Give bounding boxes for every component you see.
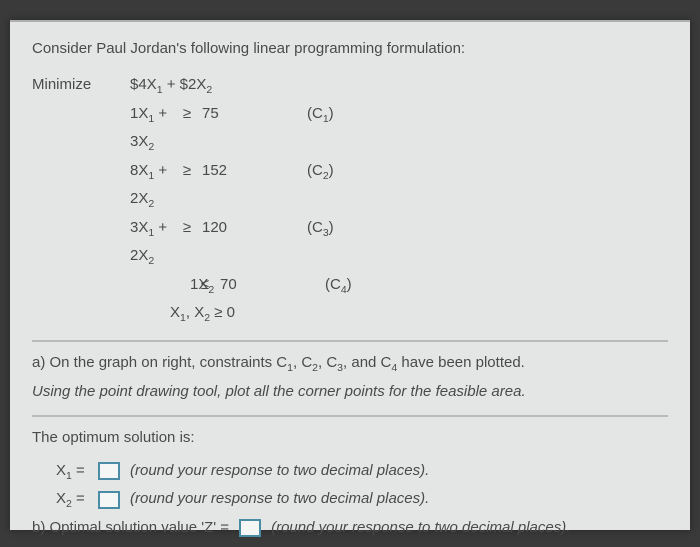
optimum-heading: The optimum solution is:: [32, 427, 668, 449]
c1-op: ≥: [172, 100, 202, 129]
question-panel: Consider Paul Jordan's following linear …: [10, 20, 690, 530]
constraint-row-2: 8X1 + 2X2 ≥ 152 (C2): [32, 157, 668, 214]
nonneg-text: X1, X2 ≥ 0: [170, 299, 235, 328]
c2-lhs: 8X1 + 2X2: [32, 157, 172, 214]
z-input[interactable]: [239, 519, 261, 537]
c4-rhs: 70: [220, 271, 270, 300]
x1-row: X1 = (round your response to two decimal…: [32, 457, 668, 486]
intro-text: Consider Paul Jordan's following linear …: [32, 40, 668, 57]
c1-label: (C1): [252, 100, 342, 129]
lp-formulation: Minimize $4X1 + $2X2 1X1 + 3X2 ≥ 75 (C1)…: [32, 71, 668, 328]
c4-lhs: 1X2: [32, 271, 190, 300]
objective-row: Minimize $4X1 + $2X2: [32, 71, 668, 100]
c1-lhs: 1X1 + 3X2: [32, 100, 172, 157]
instruction-text: Using the point drawing tool, plot all t…: [32, 381, 668, 403]
c3-label: (C3): [252, 214, 342, 243]
part-a-text: a) On the graph on right, constraints C1…: [32, 352, 668, 374]
z-label: b) Optimal solution value 'Z' =: [32, 514, 235, 543]
x2-hint: (round your response to two decimal plac…: [124, 485, 429, 514]
c2-op: ≥: [172, 157, 202, 186]
z-hint: (round your response to two decimal plac…: [265, 514, 570, 543]
x1-input[interactable]: [98, 462, 120, 480]
c4-label: (C4): [270, 271, 360, 300]
nonneg-row: X1, X2 ≥ 0: [32, 299, 668, 328]
c2-rhs: 152: [202, 157, 252, 186]
c3-lhs: 3X1 + 2X2: [32, 214, 172, 271]
answers-block: X1 = (round your response to two decimal…: [32, 457, 668, 543]
divider-1: [32, 340, 668, 342]
constraint-row-4: 1X2 ≤ 70 (C4): [32, 271, 668, 300]
x1-hint: (round your response to two decimal plac…: [124, 457, 429, 486]
constraint-row-3: 3X1 + 2X2 ≥ 120 (C3): [32, 214, 668, 271]
c3-op: ≥: [172, 214, 202, 243]
c4-op: ≤: [190, 271, 220, 300]
part-b-row: b) Optimal solution value 'Z' = (round y…: [32, 514, 668, 543]
x2-row: X2 = (round your response to two decimal…: [32, 485, 668, 514]
c2-label: (C2): [252, 157, 342, 186]
objective-expr: $4X1 + $2X2: [130, 71, 212, 100]
x2-input[interactable]: [98, 491, 120, 509]
x2-label: X2 =: [32, 485, 94, 514]
c1-rhs: 75: [202, 100, 252, 129]
c3-rhs: 120: [202, 214, 252, 243]
constraint-row-1: 1X1 + 3X2 ≥ 75 (C1): [32, 100, 668, 157]
objective-label: Minimize: [32, 71, 130, 100]
divider-2: [32, 415, 668, 417]
x1-label: X1 =: [32, 457, 94, 486]
